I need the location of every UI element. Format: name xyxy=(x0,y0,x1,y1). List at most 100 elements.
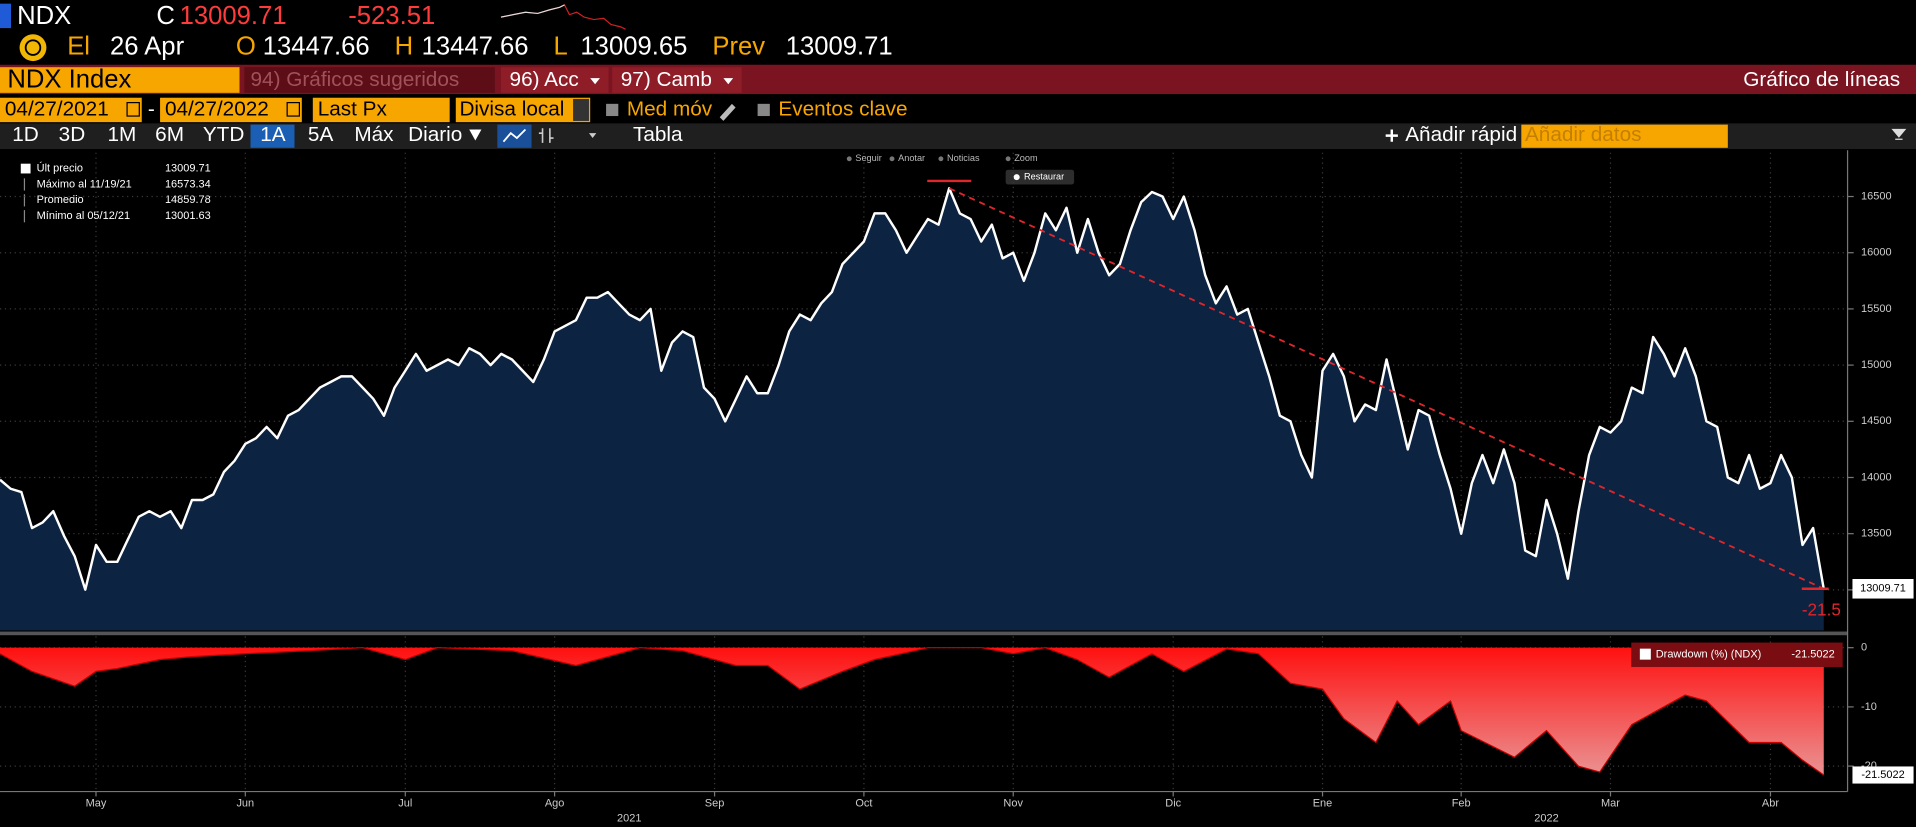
y-tick-label: 16500 xyxy=(1861,190,1892,202)
legend-label: Promedio xyxy=(37,194,84,206)
high: 13447.66 xyxy=(422,32,529,60)
pencil-icon[interactable] xyxy=(719,103,736,121)
calendar-icon[interactable] xyxy=(126,102,140,117)
last-value-tag xyxy=(1852,579,1914,599)
legend-value: 14859.78 xyxy=(165,194,211,206)
field-box[interactable] xyxy=(312,97,450,123)
tool-icon xyxy=(846,156,852,162)
tool-button[interactable]: Noticias xyxy=(947,153,980,163)
security-box[interactable] xyxy=(0,67,240,93)
quick-add[interactable]: Añadir rápid xyxy=(1405,123,1517,146)
panel-divider xyxy=(0,631,1848,636)
y-tick-label: 14000 xyxy=(1861,471,1892,483)
add-data[interactable]: Añadir datos xyxy=(1525,123,1642,146)
period-button[interactable]: 6M xyxy=(155,123,184,146)
tool-icon xyxy=(938,156,944,162)
x-tick-label: Sep xyxy=(705,798,725,810)
end-date-box[interactable] xyxy=(160,97,302,123)
checkbox[interactable] xyxy=(606,103,619,117)
date: 26 Apr xyxy=(110,32,185,60)
price-line xyxy=(0,187,1825,591)
prev-label: Prev xyxy=(712,32,765,60)
legend-value: 16573.34 xyxy=(165,178,211,190)
tool-button[interactable]: Seguir xyxy=(855,153,881,163)
end-date[interactable]: 04/27/2022 xyxy=(165,97,269,120)
chart-tools: Seguir Anotar Noticias Zoom xyxy=(846,153,1038,163)
last-value-label: 13009.71 xyxy=(1860,583,1906,595)
last-value-label: -21.5022 xyxy=(1861,769,1904,781)
line-chart-icon xyxy=(502,128,527,143)
frequency[interactable]: Diario xyxy=(408,123,462,146)
x-tick-label: Mar xyxy=(1601,798,1620,810)
open: 13447.66 xyxy=(263,32,370,60)
bar-chart-icon[interactable] xyxy=(538,128,554,143)
currency-box[interactable] xyxy=(455,97,591,123)
x-tick-label: Oct xyxy=(855,798,872,810)
drawdown-area xyxy=(0,647,1824,775)
chart-kind: Gráfico de líneas xyxy=(1743,68,1900,91)
calendar-icon[interactable] xyxy=(286,102,300,117)
table-button[interactable]: Tabla xyxy=(633,123,683,146)
y-tick-label: 13500 xyxy=(1861,528,1892,540)
actions-button[interactable] xyxy=(500,67,609,93)
tool-button[interactable]: Anotar xyxy=(898,153,925,163)
period-button[interactable]: YTD xyxy=(203,123,245,146)
legend-value: -21.5022 xyxy=(1791,649,1834,661)
low: 13009.65 xyxy=(580,32,687,60)
legend-label: Máximo al 11/19/21 xyxy=(37,178,132,190)
period-button[interactable]: Máx xyxy=(354,123,394,146)
tool-icon xyxy=(889,156,895,162)
period-button[interactable]: 1D xyxy=(12,123,39,146)
actions[interactable]: 96) Acc xyxy=(510,68,579,91)
net-change: -523.51 xyxy=(348,2,435,30)
x-tick-label: Ago xyxy=(545,798,565,810)
restore[interactable]: Restaurar xyxy=(1024,172,1064,182)
add-data-box[interactable] xyxy=(1521,124,1728,148)
tool-icon xyxy=(1005,156,1011,162)
security[interactable]: NDX Index xyxy=(7,65,131,93)
period-button[interactable]: 1A xyxy=(260,123,286,146)
y-tick-label: -20 xyxy=(1861,760,1877,772)
y-tick-label: 15500 xyxy=(1861,303,1892,315)
restore-button[interactable] xyxy=(1005,169,1075,185)
filter-icon[interactable] xyxy=(1891,128,1907,140)
plus-icon[interactable] xyxy=(1385,129,1398,142)
restore-icon xyxy=(1013,174,1020,181)
field[interactable]: Last Px xyxy=(318,97,388,120)
suggested[interactable]: 94) Gráficos sugeridos xyxy=(250,68,459,91)
y-tick-label: 15000 xyxy=(1861,359,1892,371)
period-button[interactable]: 3D xyxy=(59,123,86,146)
legend-swatch xyxy=(20,163,31,174)
start-date[interactable]: 04/27/2021 xyxy=(5,97,109,120)
x-tick-label: May xyxy=(86,798,107,810)
currency-dropdown[interactable] xyxy=(573,98,589,121)
status-icon xyxy=(19,34,47,62)
high-label: H xyxy=(395,32,414,60)
drawdown-line xyxy=(0,647,1825,776)
moving-average[interactable]: Med móv xyxy=(627,97,713,120)
year-label: 2021 xyxy=(617,812,641,824)
change-button[interactable] xyxy=(612,67,742,93)
start-date-box[interactable] xyxy=(0,97,142,123)
key-events[interactable]: Eventos clave xyxy=(778,97,907,120)
dropdown-arrow xyxy=(723,78,734,85)
legend-swatch xyxy=(1639,648,1651,660)
currency[interactable]: Divisa local xyxy=(459,97,564,120)
period-button[interactable]: 5A xyxy=(308,123,334,146)
checkbox[interactable] xyxy=(757,103,770,117)
date-separator: - xyxy=(148,97,155,120)
period-active xyxy=(250,124,295,148)
suggested-button[interactable] xyxy=(244,67,495,93)
dropdown-arrow xyxy=(590,78,600,85)
x-tick-label: Jul xyxy=(398,798,412,810)
period-button[interactable]: 1M xyxy=(108,123,137,146)
status-icon-dial xyxy=(24,39,42,56)
dropdown-arrow[interactable] xyxy=(588,133,597,139)
x-tick-label: Nov xyxy=(1003,798,1023,810)
low-label: L xyxy=(554,32,568,60)
x-tick-label: Abr xyxy=(1762,798,1779,810)
tool-button[interactable]: Zoom xyxy=(1014,153,1038,163)
change-menu[interactable]: 97) Camb xyxy=(621,68,712,91)
